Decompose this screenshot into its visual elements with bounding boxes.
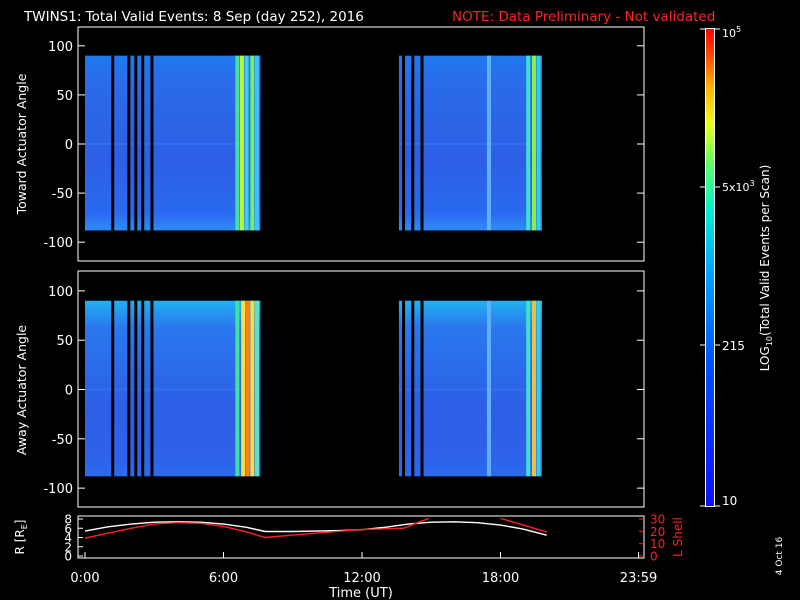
- bright-stripe: [536, 55, 541, 231]
- ephemeris-lines: [84, 517, 547, 539]
- y-tick-label: 100: [48, 285, 73, 300]
- colorbar-label: LOG10(Total Valid Events per Scan): [758, 165, 774, 372]
- zero-angle-seam: [398, 388, 543, 391]
- radius-ylabel: R [RE]: [13, 520, 29, 555]
- data-gap-stripe: [134, 300, 138, 477]
- radius-tick-label: 2: [64, 540, 72, 554]
- time-tick-label: 23:59: [620, 571, 657, 586]
- lshell-ylabel: L Shell: [671, 517, 685, 557]
- zero-angle-seam: [398, 143, 543, 145]
- colorbar-frame: [705, 28, 715, 507]
- data-gap-stripe: [420, 55, 424, 231]
- data-gap-stripe: [111, 300, 115, 477]
- zero-angle-seam: [85, 143, 261, 145]
- data-gap-stripe: [411, 55, 415, 231]
- colorbar-tick-215: 215: [722, 339, 745, 353]
- radius-tick-label: 8: [64, 513, 72, 527]
- y-tick-label: 0: [65, 138, 73, 153]
- bright-stripe: [250, 55, 255, 231]
- colorbar: 10 215 5x103 105 LOG10(Total Valid Event…: [700, 25, 774, 508]
- time-tick-label: 12:00: [343, 571, 380, 586]
- data-gap-stripe: [402, 300, 406, 477]
- data-gap-stripe: [420, 300, 424, 477]
- bright-stripe: [235, 300, 240, 477]
- date-stamp: 4 Oct 16: [775, 536, 785, 575]
- radius-tick-label: 0: [64, 550, 72, 564]
- lshell-tick-label: 10: [650, 537, 665, 551]
- bright-stripe: [235, 55, 240, 231]
- lshell-tick-label: 30: [650, 513, 665, 527]
- lshell-line: [84, 517, 430, 539]
- toward-panel: 100 50 0 -50 -100 Toward Actuator Angle: [14, 26, 645, 262]
- y-tick-label: 0: [65, 384, 73, 399]
- bright-stripe: [536, 300, 541, 477]
- bright-stripe: [244, 55, 249, 231]
- bright-stripe: [531, 55, 536, 231]
- bright-stripe: [254, 300, 259, 477]
- time-xlabel: Time (UT): [328, 586, 393, 600]
- away-panel: 100 50 0 -50 -100 Away Actuator Angle: [14, 270, 645, 508]
- bright-stripe: [239, 55, 244, 231]
- data-gap-stripe: [134, 55, 138, 231]
- data-note: NOTE: Data Preliminary - Not validated: [452, 9, 715, 25]
- colorbar-tick-5k: 5x103: [722, 179, 755, 194]
- bright-stripe: [245, 300, 250, 477]
- colorbar-tick-10: 10: [722, 494, 737, 508]
- data-gap-stripe: [111, 55, 115, 231]
- time-tick-label: 18:00: [482, 571, 519, 586]
- data-gap-stripe: [127, 55, 131, 231]
- away-y-ticks: 100 50 0 -50 -100: [43, 285, 644, 497]
- bright-stripe: [526, 55, 531, 231]
- data-gap-stripe: [411, 300, 415, 477]
- y-tick-label: -100: [43, 236, 73, 251]
- radius-tick-label: 6: [64, 522, 72, 536]
- y-tick-label: 100: [48, 40, 73, 55]
- y-tick-label: 50: [56, 334, 73, 349]
- colorbar-tick-top: 105: [722, 25, 741, 40]
- colorbar-gradient: [706, 29, 714, 506]
- toward-y-ticks: 100 50 0 -50 -100: [43, 40, 644, 251]
- bright-stripe: [526, 300, 531, 477]
- data-gap-stripe: [150, 300, 154, 477]
- y-tick-label: -100: [43, 482, 73, 497]
- ephemeris-x-ticks: 0:00 6:00 12:00 18:00 23:59: [70, 552, 657, 586]
- time-tick-label: 6:00: [209, 571, 238, 586]
- data-gap-stripe: [150, 55, 154, 231]
- lshell-tick-label: 20: [650, 525, 665, 539]
- toward-heatmap: [85, 55, 543, 231]
- figure-title: TWINS1: Total Valid Events: 8 Sep (day 2…: [23, 9, 364, 25]
- y-tick-label: -50: [52, 187, 73, 202]
- y-tick-label: -50: [52, 433, 73, 448]
- bright-stripe: [531, 300, 536, 477]
- data-gap-stripe: [141, 300, 145, 477]
- data-gap-stripe: [127, 300, 131, 477]
- lshell-tick-label: 0: [650, 550, 658, 564]
- bright-stripe: [241, 300, 246, 477]
- lshell-line: [500, 517, 547, 533]
- away-heatmap: [85, 300, 543, 477]
- toward-ylabel: Toward Actuator Angle: [14, 73, 29, 215]
- radius-line: [84, 521, 547, 536]
- zero-angle-seam: [85, 388, 261, 391]
- y-tick-label: 50: [56, 89, 73, 104]
- data-gap-stripe: [141, 55, 145, 231]
- bright-stripe: [254, 55, 259, 231]
- away-ylabel: Away Actuator Angle: [14, 325, 29, 456]
- time-tick-label: 0:00: [70, 571, 99, 586]
- bright-stripe: [486, 55, 491, 231]
- data-gap-stripe: [402, 55, 406, 231]
- bright-stripe: [486, 300, 491, 477]
- bright-stripe: [250, 300, 255, 477]
- colorbar-minor-ticks: [700, 28, 720, 507]
- radius-tick-label: 4: [64, 531, 72, 545]
